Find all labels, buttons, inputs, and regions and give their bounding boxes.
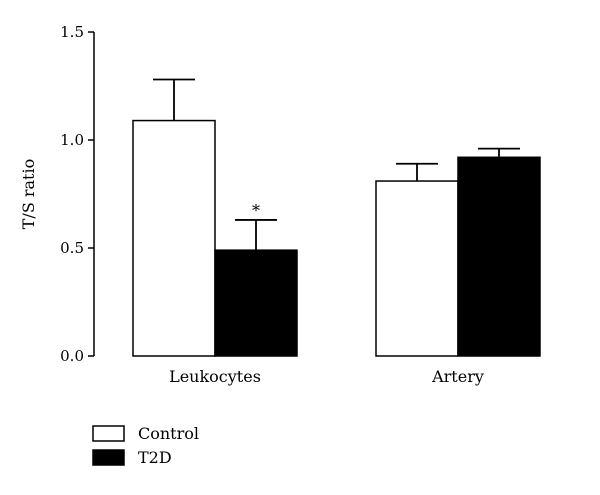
y-axis-title: T/S ratio [19,159,38,229]
bar-control-artery [375,180,459,357]
legend-swatch-control [92,425,125,442]
category-label: Artery [431,367,484,386]
bar-t2d-artery [457,156,541,357]
y-tick-label: 0.5 [60,239,84,257]
category-labels: Leukocytes Artery [169,367,484,386]
category-label: Leukocytes [169,367,261,386]
bar-t2d-leukocytes [214,249,298,357]
bars: * [132,78,541,357]
legend-label-control: Control [138,424,199,443]
significance-marker: * [252,201,260,220]
y-tick-label: 0.0 [60,347,84,365]
y-tick-label: 1.0 [60,131,84,149]
legend-swatch-t2d [92,449,125,466]
y-ticks: 0.0 0.5 1.0 1.5 [60,23,94,365]
bar-control-leukocytes [132,119,216,357]
legend: Control T2D [92,424,199,467]
legend-label-t2d: T2D [138,448,172,467]
y-tick-label: 1.5 [60,23,84,41]
